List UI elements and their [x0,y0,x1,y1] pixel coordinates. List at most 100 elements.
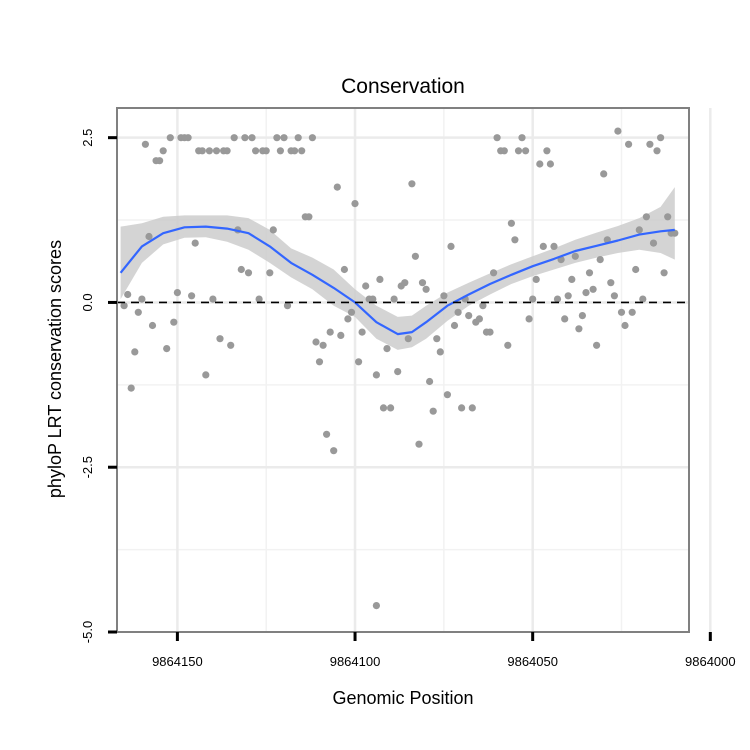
confidence-ribbon [120,187,675,350]
data-point [202,371,210,379]
data-point [163,345,171,353]
data-point [134,308,142,316]
data-point [550,242,558,250]
data-point [298,147,306,155]
data-point [138,295,146,303]
data-point [358,328,366,336]
data-point [525,315,533,323]
data-point [429,407,437,415]
data-point [401,279,409,287]
data-point [479,302,487,310]
data-point [362,282,370,290]
data-point [433,335,441,343]
y-tick-label: 2.5 [80,129,95,147]
data-point [646,140,654,148]
data-point [145,232,153,241]
data-point [209,295,217,303]
data-point [326,328,334,336]
data-point [273,134,281,142]
data-point [230,134,238,142]
data-point [628,308,636,316]
data-point [355,358,363,366]
data-point [227,341,235,349]
y-tick-label: -5.0 [80,621,95,643]
points-layer [120,127,679,610]
data-point [514,147,523,155]
data-point [170,318,178,326]
data-point [635,226,643,234]
data-point [248,134,256,142]
data-point [127,384,135,392]
data-point [617,308,626,316]
data-point [216,335,224,343]
data-point [553,295,562,303]
data-point [458,404,466,412]
data-point [188,292,196,300]
data-point [283,302,292,310]
data-point [571,252,579,260]
data-point [475,315,483,323]
data-point [141,140,149,148]
data-point [436,348,444,356]
data-point [649,239,658,247]
x-tick-label: 9864000 [685,654,736,669]
data-point [262,147,270,155]
data-point [269,226,277,234]
data-point [426,377,434,386]
data-point [411,252,419,260]
data-point [252,147,260,155]
data-point [546,160,555,168]
data-point [166,134,174,142]
data-point [593,341,601,349]
x-axis-label: Genomic Position [332,688,473,708]
data-point [607,279,615,287]
data-point [561,315,569,323]
y-axis: 2.5 0.0 -2.5 -5.0 [80,129,117,643]
data-point [244,269,253,277]
x-axis: 9864150 9864100 9864050 9864000 [152,632,736,669]
data-point [333,183,341,191]
data-point [330,447,338,455]
data-point [184,134,192,142]
data-point [255,295,263,303]
data-point [518,134,526,142]
smooth-fit-line [119,225,675,336]
data-point [131,348,139,356]
data-point [642,213,651,221]
y-tick-label: -2.5 [80,456,95,478]
data-point [493,134,501,142]
data-point [657,134,665,142]
data-point [120,302,128,310]
data-point [532,275,540,283]
data-point [390,295,398,303]
data-point [159,147,167,155]
data-point [610,292,619,300]
data-point [404,335,412,343]
data-point [319,341,327,349]
data-point [372,602,380,610]
data-point [585,269,594,277]
y-axis-label: phyloP LRT conservation scores [45,240,65,498]
data-point [468,404,476,412]
data-point [394,368,402,376]
x-tick-label: 9864100 [330,654,381,669]
data-point [454,308,462,316]
data-point [156,157,164,165]
data-point [621,321,629,330]
data-point [315,358,324,366]
data-point [422,285,430,293]
data-point [408,180,416,188]
data-point [280,134,288,142]
chart-title: Conservation [341,75,465,98]
data-point [504,341,512,349]
data-point [383,345,391,353]
data-point [223,147,231,155]
data-point [308,134,316,142]
data-point [660,269,668,277]
data-point [369,295,377,303]
data-point [241,134,249,142]
data-point [511,236,519,244]
data-point [266,269,274,277]
data-point [632,265,640,274]
data-point [443,391,451,399]
